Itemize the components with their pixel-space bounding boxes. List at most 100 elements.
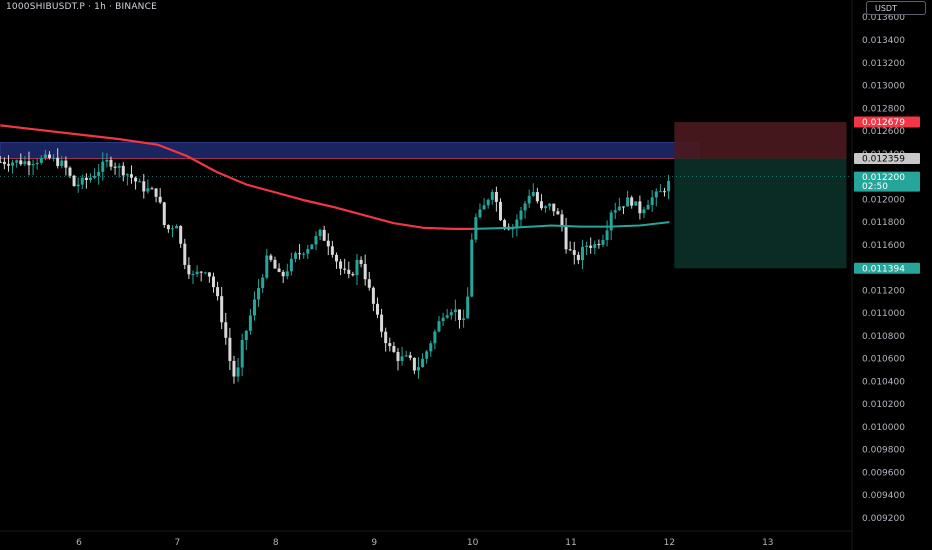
candle-body bbox=[667, 180, 671, 192]
candle-body bbox=[453, 309, 457, 313]
x-tick-label: 9 bbox=[371, 538, 377, 548]
candle-body bbox=[375, 303, 379, 315]
candle-body bbox=[105, 159, 109, 162]
moving-average-line-recent bbox=[472, 221, 670, 230]
candle-body bbox=[134, 177, 138, 182]
candle-body bbox=[175, 226, 179, 229]
candle-body bbox=[654, 191, 658, 198]
candle-body bbox=[187, 264, 191, 275]
candle-body bbox=[56, 157, 60, 166]
candle-body bbox=[351, 273, 355, 276]
candle-body bbox=[326, 240, 330, 247]
candle-body bbox=[88, 177, 92, 181]
y-tick-label: 0.010000 bbox=[862, 423, 905, 433]
price-tag bbox=[854, 152, 920, 164]
candle-body bbox=[269, 255, 273, 260]
x-axis: 6 7 8 9 10 11 12 13 bbox=[76, 538, 773, 548]
candle-body bbox=[515, 219, 519, 228]
candle-body bbox=[482, 205, 486, 210]
y-tick-label: 0.012000 bbox=[862, 195, 905, 205]
candle-body bbox=[39, 157, 43, 163]
candle-body bbox=[289, 258, 293, 272]
candle-body bbox=[224, 322, 228, 338]
candle-body bbox=[117, 165, 121, 168]
candle-body bbox=[585, 245, 589, 247]
candle-body bbox=[416, 367, 420, 371]
candle-body bbox=[150, 188, 154, 190]
candle-body bbox=[478, 209, 482, 218]
y-tick-label: 0.011600 bbox=[862, 241, 905, 251]
candle-body bbox=[27, 161, 31, 166]
candle-body bbox=[97, 171, 101, 176]
candle-body bbox=[494, 191, 498, 202]
candle-body bbox=[576, 254, 580, 261]
candle-body bbox=[425, 351, 429, 359]
candle-body bbox=[593, 244, 597, 248]
candle-body bbox=[183, 243, 187, 265]
candle-body bbox=[621, 206, 625, 208]
candle-body bbox=[470, 239, 474, 297]
candle-body bbox=[121, 165, 125, 176]
candle-body bbox=[228, 337, 232, 361]
candle-body bbox=[35, 162, 39, 165]
candle-body bbox=[605, 230, 609, 241]
stop-loss-box bbox=[674, 122, 847, 159]
candle-body bbox=[31, 164, 35, 166]
candle-body bbox=[72, 175, 76, 187]
candle-body bbox=[384, 331, 388, 344]
price-tag-label: 0.012679 bbox=[862, 118, 905, 128]
candle-body bbox=[179, 226, 183, 244]
candle-body bbox=[527, 195, 531, 204]
candle-body bbox=[609, 212, 613, 231]
candle-body bbox=[552, 203, 556, 212]
candle-body bbox=[548, 203, 552, 207]
candle-body bbox=[191, 274, 195, 276]
candle-body bbox=[252, 299, 256, 316]
y-tick-label: 0.009600 bbox=[862, 468, 905, 478]
candle-body bbox=[244, 330, 248, 340]
candle-body bbox=[199, 271, 203, 273]
candle-body bbox=[412, 357, 416, 371]
candle-body bbox=[462, 318, 466, 320]
candle-body bbox=[166, 224, 170, 230]
candle-body bbox=[347, 269, 351, 274]
candle-body bbox=[650, 197, 654, 205]
candle-body bbox=[658, 191, 662, 193]
y-tick-label: 0.013000 bbox=[862, 82, 905, 92]
candle-body bbox=[601, 240, 605, 245]
candle-body bbox=[220, 296, 224, 323]
candle-body bbox=[646, 204, 650, 210]
candle-body bbox=[129, 174, 133, 178]
y-tick-label: 0.011000 bbox=[862, 309, 905, 319]
candle-body bbox=[47, 154, 51, 158]
candle-body bbox=[531, 192, 535, 196]
candle-body bbox=[80, 177, 84, 185]
candle-body bbox=[449, 312, 453, 316]
candle-body bbox=[363, 263, 367, 280]
candle-body bbox=[617, 206, 621, 211]
candle-body bbox=[503, 220, 507, 227]
x-tick-label: 13 bbox=[762, 538, 773, 548]
candle-body bbox=[429, 343, 433, 352]
candle-body bbox=[560, 214, 564, 226]
y-tick-label: 0.012800 bbox=[862, 104, 905, 114]
candle-body bbox=[371, 287, 375, 304]
candle-body bbox=[662, 191, 666, 193]
candles bbox=[0, 148, 671, 384]
currency-selector[interactable]: USDT bbox=[866, 1, 926, 15]
candle-body bbox=[68, 167, 72, 176]
candle-body bbox=[556, 211, 560, 215]
candle-body bbox=[298, 253, 302, 255]
candle-body bbox=[15, 160, 19, 163]
candle-body bbox=[138, 181, 142, 183]
candle-body bbox=[306, 249, 310, 254]
candle-body bbox=[564, 225, 568, 250]
candle-body bbox=[330, 246, 334, 255]
candle-body bbox=[281, 271, 285, 277]
candle-body bbox=[170, 228, 174, 230]
candle-body bbox=[355, 259, 359, 276]
price-tag-label: 0.012200 bbox=[862, 173, 905, 183]
candle-body bbox=[535, 192, 539, 202]
